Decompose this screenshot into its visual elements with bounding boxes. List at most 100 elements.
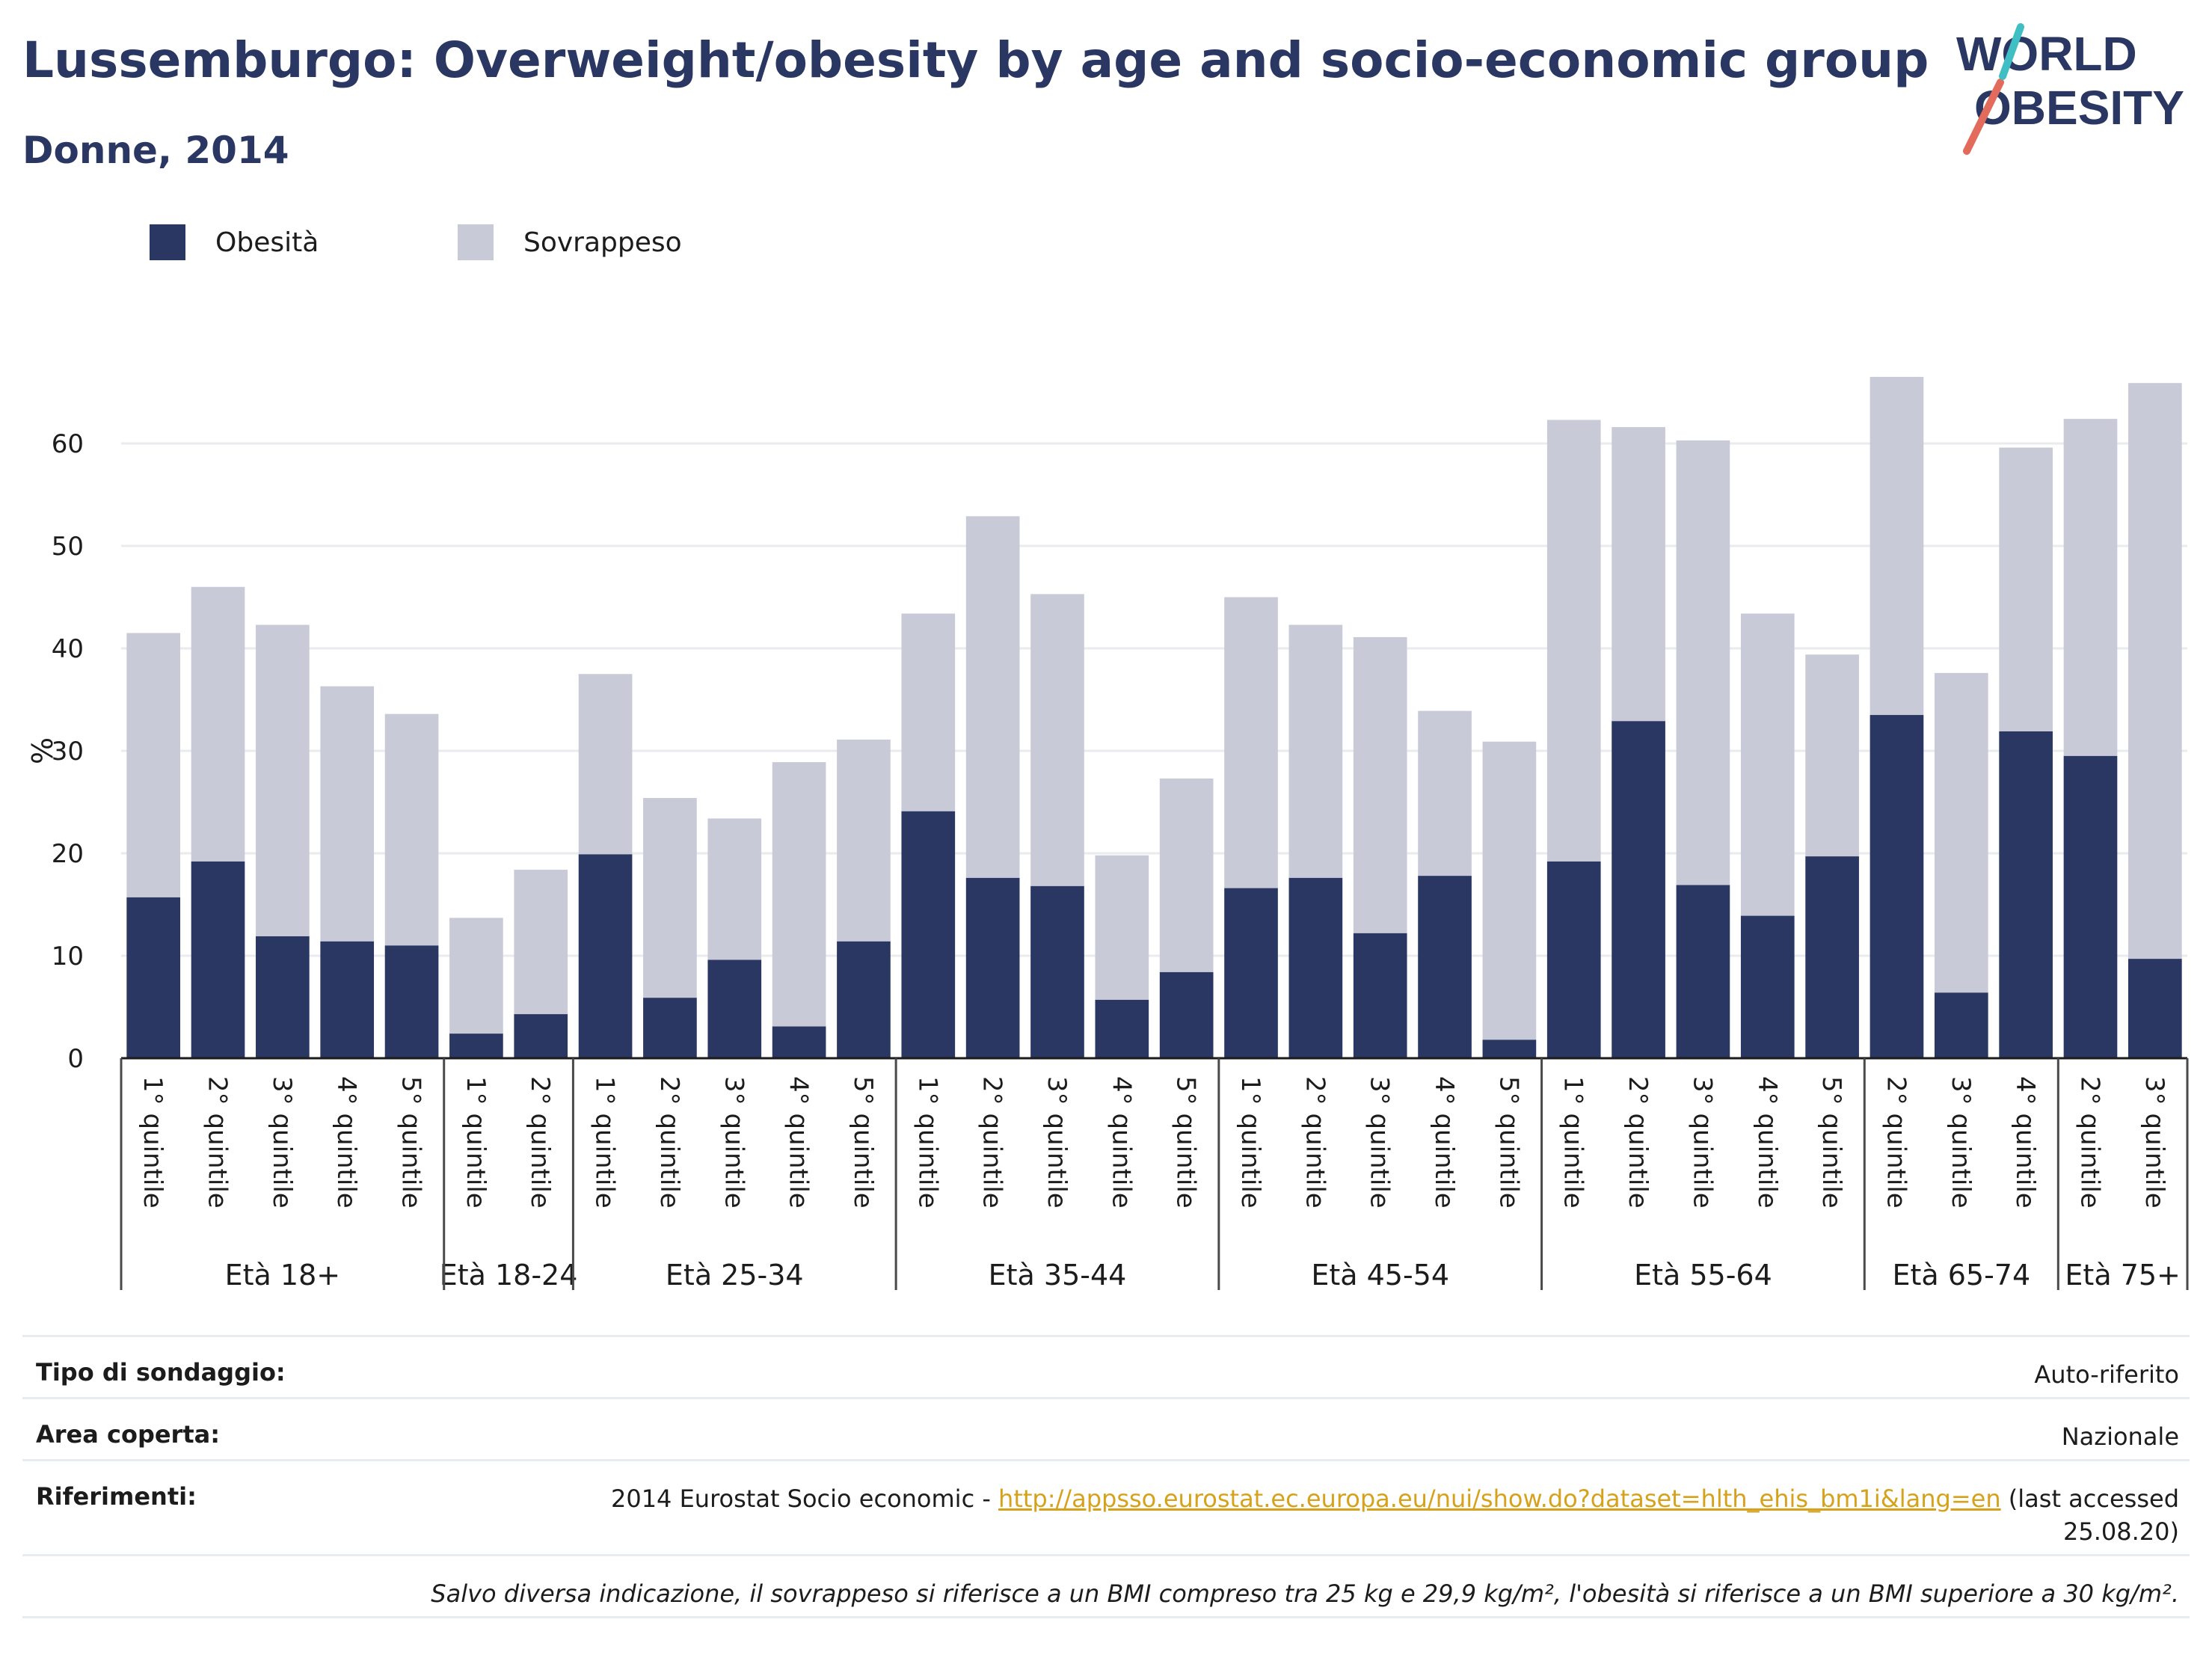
legend-swatch-overweight xyxy=(458,224,494,260)
legend-item-obesity[interactable]: Obesità xyxy=(150,221,319,263)
bar-overweight[interactable] xyxy=(191,586,245,862)
bar-obesity[interactable] xyxy=(1030,885,1084,1058)
x-axis: 1° quintile 2° quintile 3° quintile 4° quin… xyxy=(120,1057,2189,1292)
bar-obesity[interactable] xyxy=(1612,721,1665,1058)
group-label: Età 65-74 xyxy=(1892,1259,2030,1292)
bar-overweight[interactable] xyxy=(772,762,826,1027)
bar-overweight[interactable] xyxy=(1870,376,1924,716)
x-tick-label: 5° quintile xyxy=(848,1076,878,1209)
bar-obesity[interactable] xyxy=(643,998,697,1058)
x-tick-label: 3° quintile xyxy=(1365,1076,1395,1209)
bar-obesity[interactable] xyxy=(772,1026,826,1058)
group-label: Età 45-54 xyxy=(1311,1259,1449,1292)
x-tick-label: 2° quintile xyxy=(977,1076,1007,1209)
bar-obesity[interactable] xyxy=(126,897,181,1058)
x-tick-label: 3° quintile xyxy=(1687,1076,1717,1209)
bar-overweight[interactable] xyxy=(1676,440,1730,885)
x-tick-label: 2° quintile xyxy=(1623,1076,1653,1209)
x-tick-label: 4° quintile xyxy=(1752,1076,1782,1209)
bar-overweight[interactable] xyxy=(1934,672,1988,993)
references-date: 25.08.20) xyxy=(2063,1517,2179,1546)
bar-obesity[interactable] xyxy=(1159,971,1214,1058)
bar-overweight[interactable] xyxy=(256,624,310,936)
bar-obesity[interactable] xyxy=(191,861,245,1058)
bar-overweight[interactable] xyxy=(1224,597,1278,888)
bar-obesity[interactable] xyxy=(578,854,633,1058)
bar-obesity[interactable] xyxy=(1805,856,1859,1058)
bar-overweight[interactable] xyxy=(1288,624,1343,878)
bar-obesity[interactable] xyxy=(256,936,310,1058)
definition-note: Salvo diversa indicazione, il sovrappeso… xyxy=(431,1579,2179,1608)
bar-overweight[interactable] xyxy=(1546,420,1601,862)
bar-obesity[interactable] xyxy=(901,811,956,1058)
bar-overweight[interactable] xyxy=(1612,427,1665,722)
y-tick-label: 10 xyxy=(52,942,84,971)
bar-overweight[interactable] xyxy=(1740,613,1795,916)
bar-overweight[interactable] xyxy=(2127,383,2182,959)
bar-obesity[interactable] xyxy=(1418,876,1472,1058)
bar-overweight[interactable] xyxy=(1482,741,1537,1040)
bar-overweight[interactable] xyxy=(1999,447,2053,731)
y-tick-label: 50 xyxy=(52,532,84,562)
bar-obesity[interactable] xyxy=(1224,888,1278,1058)
x-tick-label: 4° quintile xyxy=(1106,1076,1136,1209)
bar-obesity[interactable] xyxy=(320,941,375,1058)
x-tick-label: 2° quintile xyxy=(1300,1076,1330,1209)
bar-overweight[interactable] xyxy=(1353,636,1407,933)
chart-subtitle: Donne, 2014 xyxy=(22,129,289,172)
y-axis: 0 10 20 30 40 50 60% xyxy=(26,429,84,1074)
bar-obesity[interactable] xyxy=(449,1034,503,1058)
bar-overweight[interactable] xyxy=(449,918,503,1034)
y-tick-label: 40 xyxy=(52,634,84,664)
bar-overweight[interactable] xyxy=(965,516,1020,878)
bar-obesity[interactable] xyxy=(1546,861,1601,1058)
y-tick-label: 20 xyxy=(52,839,84,869)
bar-obesity[interactable] xyxy=(1676,885,1730,1058)
bar-overweight[interactable] xyxy=(643,798,697,998)
bar-overweight[interactable] xyxy=(514,869,568,1015)
bar-obesity[interactable] xyxy=(384,945,439,1058)
chart-title: Lussemburgo: Overweight/obesity by age a… xyxy=(22,31,1929,89)
bar-overweight[interactable] xyxy=(1805,654,1859,857)
bar-overweight[interactable] xyxy=(707,818,762,960)
bar-overweight[interactable] xyxy=(901,613,956,811)
bar-overweight[interactable] xyxy=(578,674,633,855)
x-tick-label: 5° quintile xyxy=(396,1076,426,1209)
bar-obesity[interactable] xyxy=(1740,915,1795,1058)
bar-obesity[interactable] xyxy=(514,1014,568,1058)
bar-overweight[interactable] xyxy=(837,739,891,942)
bar-overweight[interactable] xyxy=(1159,778,1214,972)
bar-obesity[interactable] xyxy=(965,877,1020,1058)
x-tick-label: 4° quintile xyxy=(784,1076,814,1209)
bar-obesity[interactable] xyxy=(2127,959,2182,1058)
references-label: Riferimenti: xyxy=(36,1482,197,1511)
legend-label-overweight: Sovrappeso xyxy=(523,227,682,258)
bar-overweight[interactable] xyxy=(384,713,439,946)
x-tick-label: 2° quintile xyxy=(654,1076,684,1209)
bar-overweight[interactable] xyxy=(1095,855,1149,1000)
x-tick-label: 3° quintile xyxy=(267,1076,297,1209)
bar-obesity[interactable] xyxy=(1095,999,1149,1058)
info-row-references: Riferimenti: 2014 Eurostat Socio economi… xyxy=(22,1459,2190,1554)
bar-overweight[interactable] xyxy=(1418,710,1472,876)
bar-overweight[interactable] xyxy=(1030,594,1084,886)
x-tick-label: 1° quintile xyxy=(1235,1076,1265,1209)
references-link[interactable]: http://appsso.eurostat.ec.europa.eu/nui/… xyxy=(998,1484,2001,1513)
bar-overweight[interactable] xyxy=(2063,419,2118,756)
bar-obesity[interactable] xyxy=(1999,731,2053,1058)
bar-obesity[interactable] xyxy=(837,941,891,1058)
bar-obesity[interactable] xyxy=(1934,992,1988,1058)
survey-type-value: Auto-riferito xyxy=(2034,1360,2179,1389)
bar-overweight[interactable] xyxy=(126,633,181,897)
bar-obesity[interactable] xyxy=(1353,933,1407,1058)
bar-overweight[interactable] xyxy=(320,686,375,942)
bar-obesity[interactable] xyxy=(2063,755,2118,1058)
logo-line-1: WORLD xyxy=(1956,27,2137,81)
bar-chart: 0 10 20 30 40 50 60% 1° quintile 2° quintile 3° … xyxy=(26,376,2189,1292)
bar-obesity[interactable] xyxy=(1870,715,1924,1058)
bar-obesity[interactable] xyxy=(707,959,762,1058)
y-axis-label: % xyxy=(26,737,59,764)
bar-obesity[interactable] xyxy=(1288,877,1343,1058)
bar-obesity[interactable] xyxy=(1482,1040,1537,1058)
legend-item-overweight[interactable]: Sovrappeso xyxy=(458,221,682,263)
